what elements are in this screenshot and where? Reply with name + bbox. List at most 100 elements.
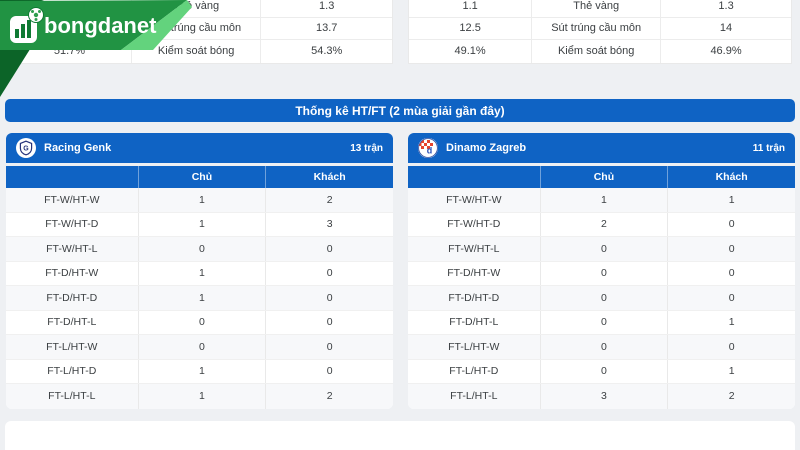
cell-label: FT-D/HT-W: [45, 267, 99, 280]
cell-home: 0: [137, 310, 266, 334]
panel-dinamo-zagreb: d Dinamo Zagreb 11 trận Chủ Khách FT-W/H…: [408, 133, 795, 409]
header-cell-away: Khách: [667, 166, 795, 188]
table-row: FT-L/HT-W 0 0: [408, 335, 795, 360]
table-row: FT-D/HT-D 0 0: [408, 286, 795, 311]
cell-away: 0: [667, 212, 795, 236]
next-section-card: [5, 421, 795, 450]
cell-label: Thẻ vàng: [130, 0, 262, 17]
cell-home: 0: [539, 261, 668, 285]
cell-away: 1: [667, 188, 795, 212]
cell-home: 0: [539, 286, 668, 310]
match-count-badge: 11 trận: [752, 142, 785, 154]
cell-label: FT-D/HT-L: [449, 316, 499, 329]
stats-row: 12.5 Sút trúng cầu môn 14: [409, 17, 791, 41]
header-cell-home: Chủ: [539, 166, 668, 188]
cell-away: 0: [265, 237, 393, 261]
cell-away: 0: [667, 286, 795, 310]
table-row: FT-L/HT-L 1 2: [6, 384, 393, 409]
table-row: FT-L/HT-D 1 0: [6, 359, 393, 384]
cell-label: FT-L/HT-D: [449, 365, 499, 378]
cell-home: 1: [137, 261, 266, 285]
stats-table-away-partial: 1.1 Thẻ vàng 1.3 12.5 Sút trúng cầu môn 14 49.…: [408, 0, 792, 64]
cell-label: FT-W/HT-L: [448, 242, 500, 255]
cell-away: 0: [265, 359, 393, 383]
table-row: FT-W/HT-L 0 0: [6, 237, 393, 262]
table-row: FT-W/HT-L 0 0: [408, 237, 795, 262]
header-cell-blank: [6, 166, 138, 188]
racing-genk-crest-icon: G: [16, 138, 36, 158]
cell-away: 3: [265, 212, 393, 236]
team-name: Racing Genk: [44, 142, 112, 154]
stats-table-home-partial: Thẻ vàng 1.3 Sút trúng cầu môn 13.7 51.7% Kiể…: [7, 0, 393, 64]
section-title: Thống kê HT/FT (2 mùa giải gần đây): [5, 99, 795, 122]
header-cell-home: Chủ: [137, 166, 266, 188]
cell-home: 0: [539, 335, 668, 359]
cell-away: 2: [265, 188, 393, 212]
svg-text:d: d: [427, 146, 433, 156]
table-row: FT-L/HT-D 0 1: [408, 359, 795, 384]
cell-away: 0: [265, 261, 393, 285]
table-row: FT-W/HT-D 2 0: [408, 212, 795, 237]
cell-home: 0: [137, 335, 266, 359]
cell-away: 1: [667, 359, 795, 383]
htft-table: Chủ Khách FT-W/HT-W 1 2 FT-W/HT-D 1 3 FT-W/HT-…: [6, 166, 393, 409]
cell-away: 54.3%: [311, 45, 343, 58]
panel-header: G Racing Genk 13 trận: [6, 133, 393, 163]
cell-away: 0: [265, 335, 393, 359]
svg-text:G: G: [23, 146, 29, 153]
cell-home: 1: [539, 188, 668, 212]
stats-row: 1.1 Thẻ vàng 1.3: [409, 0, 791, 18]
header-cell-blank: [408, 166, 540, 188]
cell-home: 49.1%: [454, 45, 486, 58]
panel-header: d Dinamo Zagreb 11 trận: [408, 133, 795, 163]
stats-row: 49.1% Kiểm soát bóng 46.9%: [409, 40, 791, 63]
cell-label: FT-D/HT-D: [46, 291, 98, 304]
cell-label: FT-W/HT-W: [446, 193, 502, 206]
cell-label: FT-L/HT-W: [46, 340, 98, 353]
cell-home: [8, 0, 131, 17]
cell-away: 46.9%: [710, 45, 742, 58]
table-body: FT-W/HT-W 1 1 FT-W/HT-D 2 0 FT-W/HT-L 0 0 FT-D/HT…: [408, 188, 795, 409]
cell-away: 14: [719, 22, 733, 35]
cell-home: 12.5: [459, 22, 481, 35]
cell-home: 1: [137, 359, 266, 383]
stats-row: Sút trúng cầu môn 13.7: [8, 17, 392, 41]
cell-label: Kiểm soát bóng: [130, 40, 262, 63]
table-row: FT-W/HT-W 1 1: [408, 188, 795, 213]
cell-home: 2: [539, 212, 668, 236]
cell-home: 0: [539, 310, 668, 334]
cell-label: FT-W/HT-W: [44, 193, 100, 206]
table-row: FT-L/HT-L 3 2: [408, 384, 795, 409]
cell-label: FT-W/HT-L: [46, 242, 98, 255]
table-row: FT-D/HT-L 0 1: [408, 310, 795, 335]
match-count-badge: 13 trận: [350, 142, 383, 154]
htft-table: Chủ Khách FT-W/HT-W 1 1 FT-W/HT-D 2 0 FT-W/HT-…: [408, 166, 795, 409]
cell-away: 0: [667, 237, 795, 261]
cell-home: 1: [137, 286, 266, 310]
cell-home: 51.7%: [53, 45, 86, 58]
cell-label: FT-D/HT-W: [447, 267, 501, 280]
cell-home: [8, 18, 131, 40]
cell-away: 0: [667, 335, 795, 359]
cell-label: FT-L/HT-L: [450, 390, 498, 403]
cell-away: 2: [265, 384, 393, 409]
panel-racing-genk: G Racing Genk 13 trận Chủ Khách FT-W/HT-…: [6, 133, 393, 409]
table-row: FT-D/HT-D 1 0: [6, 286, 393, 311]
cell-label: FT-L/HT-L: [48, 390, 96, 403]
cell-away: 0: [265, 310, 393, 334]
table-row: FT-W/HT-D 1 3: [6, 212, 393, 237]
cell-away: 1.3: [718, 0, 734, 12]
team-name: Dinamo Zagreb: [446, 142, 527, 154]
dinamo-zagreb-crest-icon: d: [418, 138, 438, 158]
cell-away: 1.3: [319, 0, 335, 12]
cell-home: 1.1: [462, 0, 478, 12]
cell-home: 0: [539, 359, 668, 383]
table-header-row: Chủ Khách: [6, 166, 393, 188]
cell-away: 2: [667, 384, 795, 409]
cell-label: FT-L/HT-W: [448, 340, 500, 353]
cell-away: 0: [265, 286, 393, 310]
cell-home: 0: [539, 237, 668, 261]
stats-row: 51.7% Kiểm soát bóng 54.3%: [8, 40, 392, 63]
header-cell-away: Khách: [265, 166, 393, 188]
